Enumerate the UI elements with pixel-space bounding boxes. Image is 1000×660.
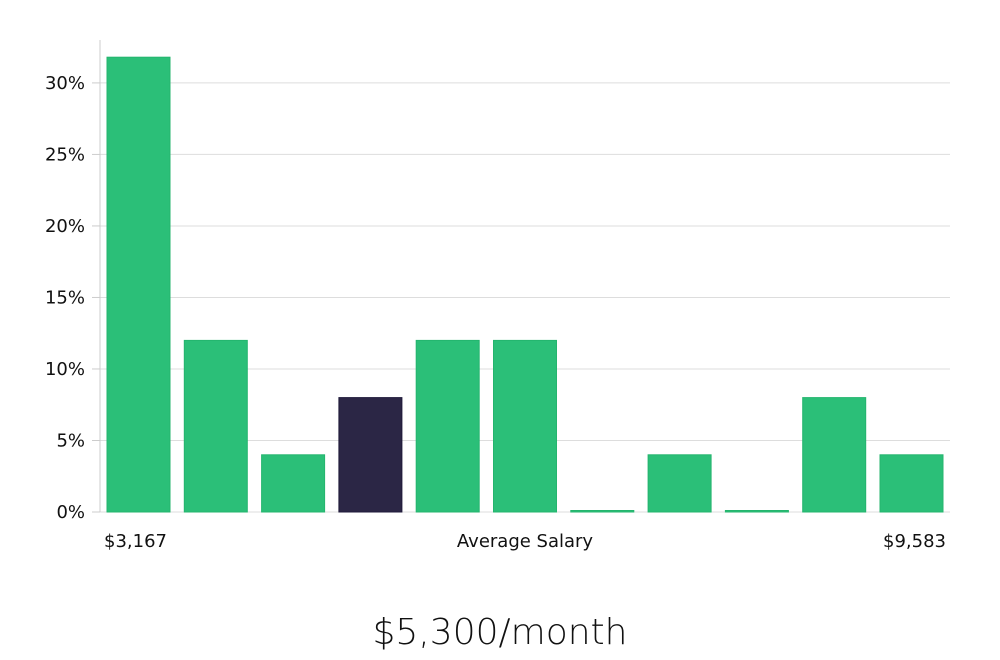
- salary-distribution-chart: 0% 5% 10% 15% 20% 25% 30% $3,167 Average Salar…: [45, 40, 950, 552]
- bars: [106, 56, 944, 513]
- bar: [106, 56, 171, 513]
- y-tick-label: 30%: [45, 73, 85, 94]
- x-axis-labels: $3,167 Average Salary $9,583: [104, 531, 946, 552]
- bar: [415, 339, 480, 513]
- y-tick-label: 25%: [45, 144, 85, 165]
- y-tick-label: 20%: [45, 216, 85, 237]
- bar: [802, 397, 867, 513]
- y-tick-label: 5%: [56, 430, 85, 451]
- average-salary-value: $5,300/month: [372, 612, 628, 653]
- bar: [879, 454, 944, 513]
- y-axis: 0% 5% 10% 15% 20% 25% 30%: [45, 40, 101, 523]
- x-axis-title: Average Salary: [457, 531, 594, 552]
- bar: [724, 510, 789, 513]
- x-label-max: $9,583: [883, 531, 946, 552]
- y-tick-label: 10%: [45, 359, 85, 380]
- bar: [570, 510, 635, 513]
- x-label-min: $3,167: [104, 531, 167, 552]
- bar: [647, 454, 712, 513]
- y-tick-label: 15%: [45, 287, 85, 308]
- bar-highlighted: [338, 397, 403, 513]
- y-tick-label: 0%: [56, 502, 85, 523]
- bar: [183, 339, 248, 513]
- bar: [261, 454, 326, 513]
- bar: [493, 339, 557, 513]
